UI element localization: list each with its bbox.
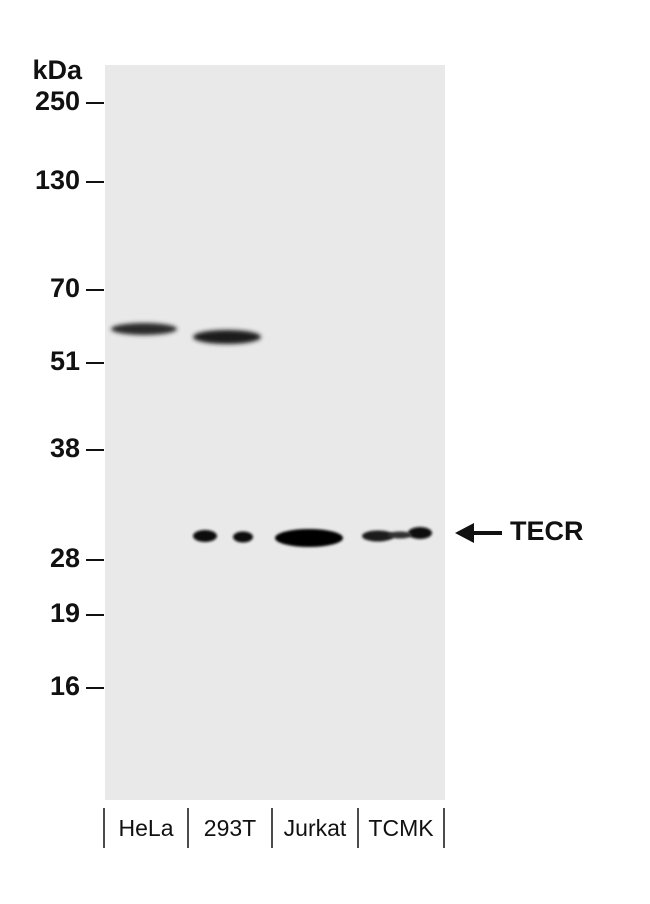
marker-label: 38	[50, 433, 80, 463]
band	[408, 527, 432, 539]
lane-label: HeLa	[119, 815, 174, 841]
lane-label: 293T	[204, 815, 256, 841]
band	[111, 323, 177, 335]
marker-label: 70	[50, 273, 80, 303]
target-label: TECR	[510, 516, 584, 546]
marker-label: 19	[50, 598, 80, 628]
band	[362, 530, 394, 542]
marker-label: 130	[35, 165, 80, 195]
band	[193, 530, 217, 542]
marker-label: 250	[35, 86, 80, 116]
band	[388, 531, 412, 539]
marker-label: 16	[50, 671, 80, 701]
marker-ladder	[86, 102, 104, 689]
lane-label: Jurkat	[284, 815, 347, 841]
band	[193, 330, 261, 344]
lane-separators	[103, 808, 445, 848]
band	[275, 529, 343, 547]
band	[233, 531, 253, 543]
lane-label: TCMK	[368, 815, 434, 841]
marker-label: 28	[50, 543, 80, 573]
blot-membrane	[105, 65, 445, 800]
marker-label: 51	[50, 346, 80, 376]
kda-label: kDa	[32, 55, 83, 85]
target-arrow	[455, 523, 502, 543]
bands	[111, 323, 432, 547]
